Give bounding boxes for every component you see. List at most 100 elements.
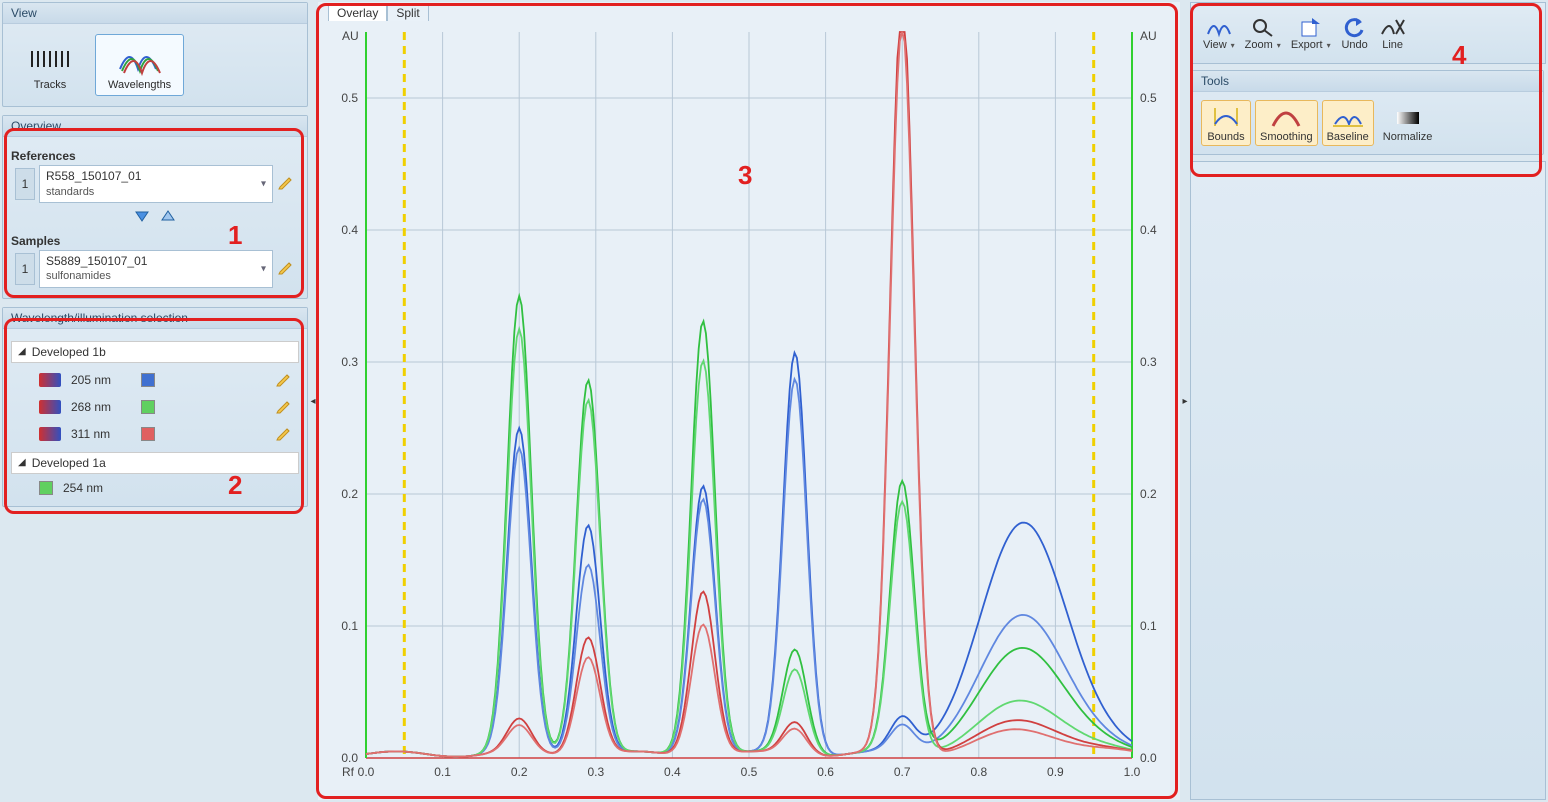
tool-label: Baseline bbox=[1327, 131, 1369, 143]
samples-label: Samples bbox=[11, 234, 299, 248]
chart-panel: AUAURf0.00.10.20.30.40.50.60.70.80.91.00… bbox=[318, 2, 1180, 800]
reference-index: 1 bbox=[15, 168, 35, 200]
densitogram-chart: AUAURf0.00.10.20.30.40.50.60.70.80.91.00… bbox=[318, 2, 1180, 798]
svg-text:0.1: 0.1 bbox=[1140, 619, 1157, 633]
toolbar-undo-button[interactable]: Undo bbox=[1337, 13, 1373, 53]
view-mode-tracks[interactable]: Tracks bbox=[13, 34, 87, 96]
color-chip-icon bbox=[141, 400, 155, 414]
edit-icon[interactable] bbox=[277, 173, 295, 194]
wavelength-row[interactable]: 311 nm bbox=[11, 421, 299, 448]
tracks-icon bbox=[26, 39, 74, 79]
dropdown-icon bbox=[1229, 39, 1235, 51]
view-panel-title: View bbox=[3, 3, 307, 24]
chart-tab-overlay[interactable]: Overlay bbox=[328, 4, 387, 21]
dropdown-icon bbox=[1325, 39, 1331, 51]
tool-label: Smoothing bbox=[1260, 131, 1313, 143]
top-toolbar: View Zoom Export Undo Line bbox=[1190, 2, 1546, 64]
toolbar-label: Zoom bbox=[1245, 39, 1273, 51]
svg-text:0.4: 0.4 bbox=[664, 765, 681, 779]
tool-label: Normalize bbox=[1383, 131, 1433, 143]
tool-bounds-button[interactable]: Bounds bbox=[1201, 100, 1251, 146]
svg-text:0.5: 0.5 bbox=[741, 765, 758, 779]
svg-text:0.4: 0.4 bbox=[1140, 223, 1157, 237]
toolbar-label: Line bbox=[1382, 39, 1403, 51]
svg-text:0.5: 0.5 bbox=[1140, 91, 1157, 105]
svg-text:0.3: 0.3 bbox=[341, 355, 358, 369]
zoom-icon bbox=[1249, 15, 1277, 39]
wavelength-row[interactable]: 268 nm bbox=[11, 394, 299, 421]
svg-text:0.1: 0.1 bbox=[341, 619, 358, 633]
export-icon bbox=[1297, 15, 1325, 39]
undo-icon bbox=[1341, 15, 1369, 39]
svg-text:AU: AU bbox=[1140, 29, 1157, 43]
color-chip-icon bbox=[39, 481, 53, 495]
toolbar-line-button[interactable]: Line bbox=[1375, 13, 1411, 53]
sample-selector[interactable]: S5889_150107_01sulfonamides bbox=[39, 250, 273, 288]
right-splitter[interactable]: ▸ bbox=[1182, 0, 1188, 802]
color-chip-icon bbox=[141, 373, 155, 387]
collapse-icon: ◢ bbox=[18, 346, 26, 357]
edit-icon[interactable] bbox=[277, 258, 295, 279]
view-icon bbox=[1205, 15, 1233, 39]
wavelength-label: 268 nm bbox=[71, 400, 131, 414]
wavelength-group-header[interactable]: ◢Developed 1b bbox=[11, 341, 299, 363]
color-chip-icon bbox=[141, 427, 155, 441]
edit-icon[interactable] bbox=[275, 370, 293, 391]
wavelength-label: 311 nm bbox=[71, 427, 131, 441]
svg-text:0.2: 0.2 bbox=[341, 487, 358, 501]
reference-selector[interactable]: R558_150107_01standards bbox=[39, 165, 273, 203]
view-mode-label: Wavelengths bbox=[108, 79, 171, 91]
reference-desc: standards bbox=[46, 185, 266, 199]
wavelength-row[interactable]: 254 nm bbox=[11, 478, 299, 498]
sample-desc: sulfonamides bbox=[46, 269, 266, 283]
toolbar-zoom-button[interactable]: Zoom bbox=[1241, 13, 1285, 53]
tool-label: Bounds bbox=[1207, 131, 1244, 143]
sample-row: 1S5889_150107_01sulfonamides bbox=[11, 248, 299, 290]
tool-normalize-button[interactable]: Normalize bbox=[1378, 100, 1438, 146]
wavelength-label: 205 nm bbox=[71, 373, 131, 387]
svg-text:1.0: 1.0 bbox=[1124, 765, 1141, 779]
toolbar-label: Undo bbox=[1341, 39, 1367, 51]
wavelength-row[interactable]: 205 nm bbox=[11, 367, 299, 394]
references-label: References bbox=[11, 149, 299, 163]
sample-index: 1 bbox=[15, 253, 35, 285]
edit-icon[interactable] bbox=[275, 424, 293, 445]
move-up-icon[interactable] bbox=[159, 209, 177, 225]
group-label: Developed 1a bbox=[32, 456, 106, 470]
gradient-chip-icon bbox=[39, 427, 61, 441]
toolbar-label: Export bbox=[1291, 39, 1323, 51]
svg-text:0.8: 0.8 bbox=[970, 765, 987, 779]
svg-text:0.9: 0.9 bbox=[1047, 765, 1064, 779]
reference-row: 1R558_150107_01standards bbox=[11, 163, 299, 205]
gradient-chip-icon bbox=[39, 400, 61, 414]
tool-smoothing-button[interactable]: Smoothing bbox=[1255, 100, 1318, 146]
bounds-icon bbox=[1206, 103, 1246, 131]
svg-text:0.2: 0.2 bbox=[1140, 487, 1157, 501]
toolbar-export-button[interactable]: Export bbox=[1287, 13, 1335, 53]
wavelength-group-header[interactable]: ◢Developed 1a bbox=[11, 452, 299, 474]
edit-icon[interactable] bbox=[275, 397, 293, 418]
tools-panel: Tools Bounds Smoothing Baseline Normalize bbox=[1192, 70, 1544, 155]
view-panel: View Tracks Wavelengths bbox=[2, 2, 308, 107]
reference-name: R558_150107_01 bbox=[46, 169, 266, 185]
wavelength-panel-title: Wavelength/illumination selection bbox=[3, 308, 307, 329]
view-mode-wavelengths[interactable]: Wavelengths bbox=[95, 34, 184, 96]
overview-panel-title: Overview bbox=[3, 116, 307, 137]
svg-text:0.7: 0.7 bbox=[894, 765, 911, 779]
svg-text:0.2: 0.2 bbox=[511, 765, 528, 779]
right-empty-area bbox=[1190, 161, 1546, 800]
svg-text:Rf: Rf bbox=[342, 765, 355, 779]
baseline-icon bbox=[1328, 103, 1368, 131]
wavelengths-icon bbox=[116, 39, 164, 79]
svg-text:0.0: 0.0 bbox=[1140, 751, 1157, 765]
svg-text:0.0: 0.0 bbox=[358, 765, 375, 779]
move-down-icon[interactable] bbox=[133, 209, 151, 225]
chart-tab-split[interactable]: Split bbox=[387, 4, 428, 21]
toolbar-view-button[interactable]: View bbox=[1199, 13, 1239, 53]
left-splitter[interactable]: ◂ bbox=[310, 0, 316, 802]
svg-text:0.5: 0.5 bbox=[341, 91, 358, 105]
svg-text:AU: AU bbox=[342, 29, 359, 43]
tool-baseline-button[interactable]: Baseline bbox=[1322, 100, 1374, 146]
tools-panel-title: Tools bbox=[1193, 71, 1543, 92]
svg-text:0.4: 0.4 bbox=[341, 223, 358, 237]
